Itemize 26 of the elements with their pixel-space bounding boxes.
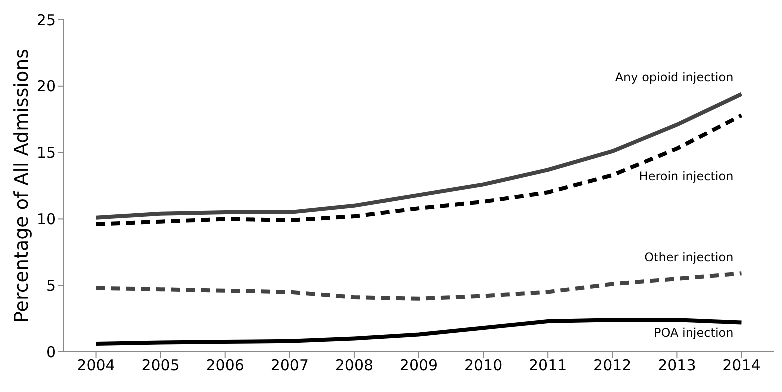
- y-tick-label: 0: [46, 343, 56, 362]
- x-tick-label: 2004: [77, 356, 116, 375]
- x-tick-label: 2014: [722, 356, 761, 375]
- x-tick-label: 2006: [206, 356, 244, 375]
- line-series: [94, 272, 744, 301]
- line-series: [94, 114, 744, 227]
- x-tick-label: 2010: [464, 356, 503, 375]
- x-tick-label: 2009: [400, 356, 438, 375]
- y-tick-label: 15: [36, 144, 56, 162]
- x-tick-label: 2013: [658, 356, 696, 375]
- y-tick-label: 20: [36, 78, 56, 96]
- line-series: [94, 318, 744, 346]
- y-tick-label: 25: [36, 11, 56, 30]
- x-tick-label: 2005: [142, 356, 180, 375]
- x-tick-label: 2008: [335, 356, 374, 375]
- y-tick-label: 5: [46, 276, 56, 295]
- y-tick-label: 10: [36, 210, 56, 229]
- x-tick-label: 2011: [528, 356, 568, 375]
- line-series: [94, 92, 744, 220]
- x-tick-label: 2012: [594, 356, 632, 375]
- series-label: Any opioid injection: [615, 70, 734, 84]
- y-axis-title: Percentage of All Admissions: [11, 48, 33, 324]
- x-tick-label: 2007: [270, 356, 310, 375]
- series-label: POA injection: [654, 326, 734, 340]
- series-label: Other injection: [644, 250, 734, 265]
- series-label: Heroin injection: [639, 170, 734, 184]
